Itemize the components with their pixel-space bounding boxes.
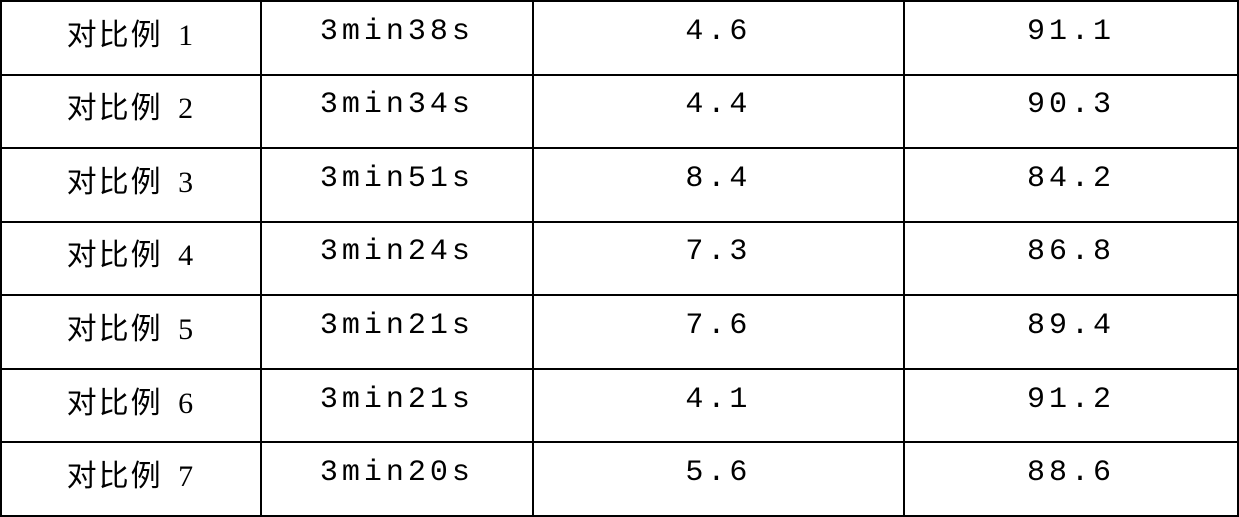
row-value-a: 4.4 — [533, 75, 904, 149]
row-value-a: 4.6 — [533, 1, 904, 75]
row-value-a: 8.4 — [533, 148, 904, 222]
comparison-table: 对比例 1 3min38s 4.6 91.1 对比例 2 3min34s 4.4… — [0, 0, 1239, 517]
row-time: 3min34s — [261, 75, 533, 149]
row-time: 3min21s — [261, 295, 533, 369]
row-value-b: 91.2 — [904, 369, 1238, 443]
row-label: 对比例 2 — [1, 75, 261, 149]
row-value-b: 88.6 — [904, 442, 1238, 516]
table-row: 对比例 2 3min34s 4.4 90.3 — [1, 75, 1238, 149]
row-label: 对比例 3 — [1, 148, 261, 222]
row-value-b: 91.1 — [904, 1, 1238, 75]
row-label: 对比例 6 — [1, 369, 261, 443]
row-value-b: 89.4 — [904, 295, 1238, 369]
table-row: 对比例 3 3min51s 8.4 84.2 — [1, 148, 1238, 222]
table-row: 对比例 7 3min20s 5.6 88.6 — [1, 442, 1238, 516]
row-value-a: 7.3 — [533, 222, 904, 296]
row-label: 对比例 5 — [1, 295, 261, 369]
row-time: 3min21s — [261, 369, 533, 443]
row-label: 对比例 4 — [1, 222, 261, 296]
row-time: 3min24s — [261, 222, 533, 296]
row-label: 对比例 1 — [1, 1, 261, 75]
row-value-b: 84.2 — [904, 148, 1238, 222]
row-value-b: 90.3 — [904, 75, 1238, 149]
table-row: 对比例 4 3min24s 7.3 86.8 — [1, 222, 1238, 296]
table-row: 对比例 5 3min21s 7.6 89.4 — [1, 295, 1238, 369]
row-value-a: 5.6 — [533, 442, 904, 516]
row-value-b: 86.8 — [904, 222, 1238, 296]
row-label: 对比例 7 — [1, 442, 261, 516]
table-row: 对比例 6 3min21s 4.1 91.2 — [1, 369, 1238, 443]
row-time: 3min20s — [261, 442, 533, 516]
row-time: 3min38s — [261, 1, 533, 75]
row-value-a: 4.1 — [533, 369, 904, 443]
row-time: 3min51s — [261, 148, 533, 222]
row-value-a: 7.6 — [533, 295, 904, 369]
data-table-wrapper: 对比例 1 3min38s 4.6 91.1 对比例 2 3min34s 4.4… — [0, 0, 1239, 517]
table-row: 对比例 1 3min38s 4.6 91.1 — [1, 1, 1238, 75]
